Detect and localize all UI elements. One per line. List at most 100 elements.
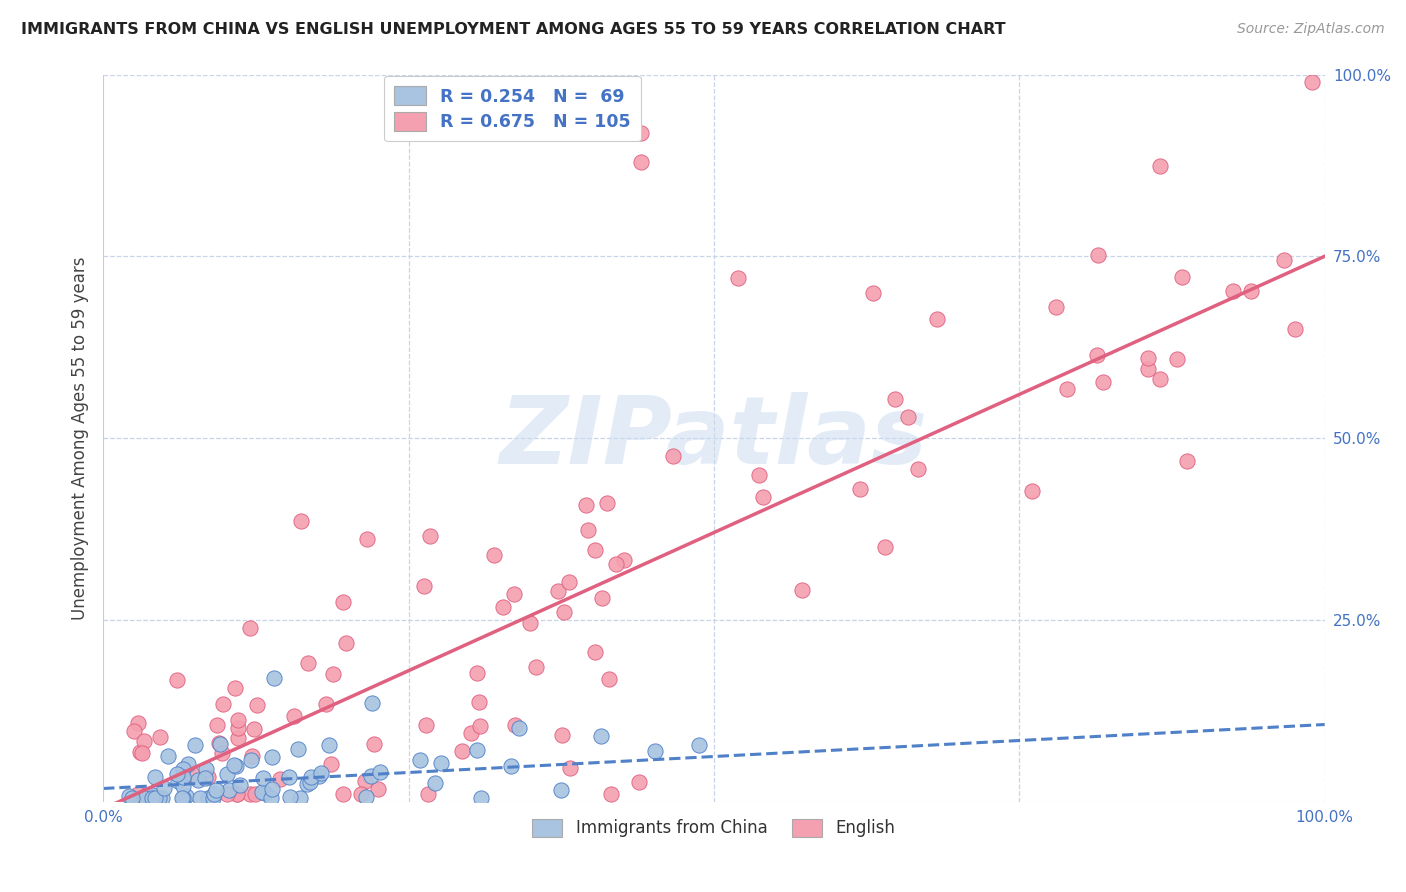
- Point: [600, 787, 623, 801]
- Point: [451, 744, 474, 758]
- Point: [141, 791, 163, 805]
- Point: [429, 756, 451, 770]
- Point: [252, 771, 274, 785]
- Point: [335, 636, 357, 650]
- Point: [503, 587, 526, 601]
- Point: [215, 767, 238, 781]
- Point: [187, 773, 209, 788]
- Point: [592, 591, 614, 605]
- Point: [408, 753, 430, 767]
- Point: [202, 787, 225, 801]
- Point: [1045, 300, 1067, 314]
- Point: [308, 769, 330, 783]
- Point: [134, 791, 156, 805]
- Point: [591, 729, 613, 743]
- Point: [295, 777, 318, 791]
- Point: [131, 746, 153, 760]
- Point: [1136, 361, 1159, 376]
- Text: Source: ZipAtlas.com: Source: ZipAtlas.com: [1237, 22, 1385, 37]
- Point: [360, 697, 382, 711]
- Point: [576, 523, 599, 537]
- Point: [883, 392, 905, 407]
- Point: [519, 616, 541, 631]
- Point: [311, 766, 333, 780]
- Point: [630, 154, 652, 169]
- Point: [148, 791, 170, 805]
- Point: [524, 660, 547, 674]
- Point: [547, 584, 569, 599]
- Point: [297, 656, 319, 670]
- Point: [849, 482, 872, 496]
- Point: [205, 718, 228, 732]
- Point: [492, 599, 515, 614]
- Point: [172, 770, 194, 784]
- Point: [752, 490, 775, 504]
- Point: [482, 548, 505, 562]
- Point: [354, 774, 377, 789]
- Point: [260, 749, 283, 764]
- Point: [596, 496, 619, 510]
- Point: [423, 776, 446, 790]
- Point: [605, 557, 627, 571]
- Point: [277, 771, 299, 785]
- Point: [239, 621, 262, 635]
- Point: [1087, 248, 1109, 262]
- Point: [557, 575, 579, 590]
- Point: [240, 749, 263, 764]
- Point: [862, 285, 884, 300]
- Point: [363, 737, 385, 751]
- Point: [1301, 75, 1323, 89]
- Point: [598, 672, 620, 686]
- Point: [1284, 322, 1306, 336]
- Point: [875, 541, 897, 555]
- Point: [260, 791, 283, 805]
- Point: [1149, 159, 1171, 173]
- Point: [315, 698, 337, 712]
- Point: [332, 787, 354, 801]
- Point: [925, 311, 948, 326]
- Point: [118, 789, 141, 803]
- Point: [150, 791, 173, 805]
- Point: [630, 126, 652, 140]
- Point: [283, 709, 305, 723]
- Point: [153, 780, 176, 795]
- Point: [468, 719, 491, 733]
- Point: [218, 783, 240, 797]
- Point: [269, 772, 291, 786]
- Point: [465, 666, 488, 681]
- Point: [170, 791, 193, 805]
- Point: [1175, 454, 1198, 468]
- Point: [263, 671, 285, 685]
- Legend: Immigrants from China, English: Immigrants from China, English: [526, 812, 903, 844]
- Point: [229, 778, 252, 792]
- Point: [907, 461, 929, 475]
- Point: [184, 738, 207, 752]
- Point: [468, 695, 491, 709]
- Point: [368, 764, 391, 779]
- Point: [204, 782, 226, 797]
- Point: [226, 731, 249, 746]
- Point: [299, 771, 322, 785]
- Point: [194, 771, 217, 785]
- Point: [208, 737, 231, 751]
- Point: [240, 753, 263, 767]
- Point: [180, 767, 202, 781]
- Point: [197, 791, 219, 805]
- Point: [177, 757, 200, 772]
- Point: [166, 767, 188, 781]
- Point: [1136, 351, 1159, 366]
- Point: [121, 791, 143, 805]
- Point: [1171, 270, 1194, 285]
- Point: [1085, 348, 1108, 362]
- Point: [662, 449, 685, 463]
- Point: [211, 747, 233, 761]
- Point: [166, 673, 188, 687]
- Point: [156, 749, 179, 764]
- Point: [332, 595, 354, 609]
- Point: [243, 722, 266, 736]
- Point: [135, 788, 157, 802]
- Point: [174, 789, 197, 804]
- Point: [415, 718, 437, 732]
- Point: [202, 791, 225, 805]
- Point: [188, 791, 211, 805]
